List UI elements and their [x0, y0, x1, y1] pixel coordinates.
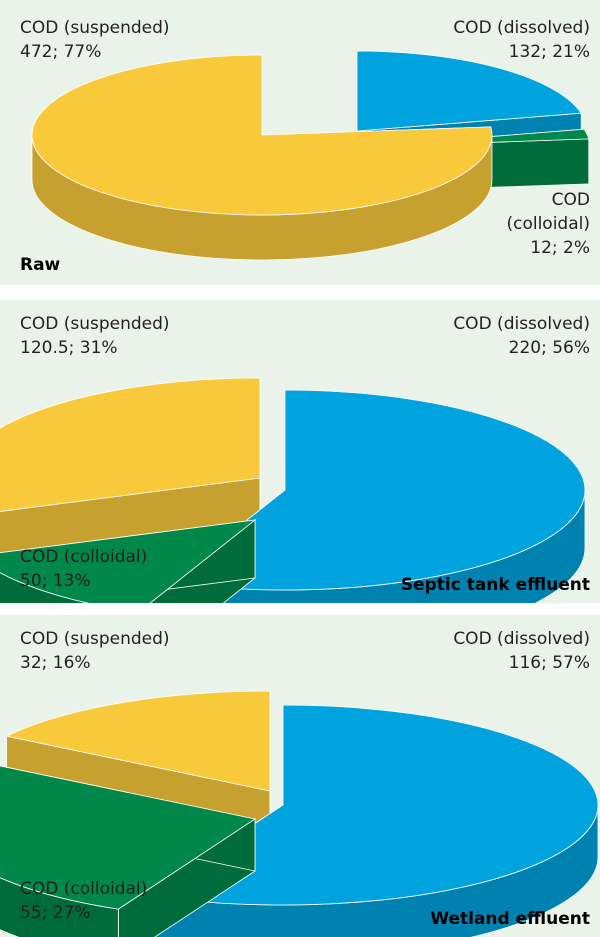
value-label: 132; 21%: [508, 42, 590, 62]
slice: [5, 690, 271, 792]
category-label: COD (dissolved): [453, 18, 590, 38]
slice-label: COD (dissolved) 132; 21%: [453, 16, 590, 64]
chart-panel: COD (suspended) 120.5; 31% COD (dissolved)…: [0, 300, 600, 603]
slice-label: COD (colloidal) 50; 13%: [20, 545, 147, 593]
value-label: 32; 16%: [20, 653, 91, 673]
category-label: COD (colloidal): [20, 879, 148, 899]
value-label: 116; 57%: [508, 653, 590, 673]
slice: [0, 377, 261, 512]
slice-label: COD (dissolved) 116; 57%: [453, 627, 590, 675]
slice: [145, 704, 599, 906]
chart-title: Raw: [20, 255, 61, 275]
value-label: 120.5; 31%: [20, 338, 118, 358]
category-label: COD (colloidal): [20, 547, 148, 567]
pie-chart: [0, 377, 586, 603]
category-label: COD (dissolved): [453, 629, 590, 649]
pie-chart: [31, 50, 590, 261]
slice: [0, 519, 257, 603]
value-label: 472; 77%: [20, 42, 102, 62]
chart-panel: COD (suspended) 32; 16% COD (dissolved) 116…: [0, 615, 600, 937]
slice-label: COD (suspended) 120.5; 31%: [20, 312, 170, 360]
slice: [31, 54, 493, 216]
category-label: COD (suspended): [20, 314, 170, 334]
chart-panel: COD (suspended) 472; 77% COD (dissolved) 13…: [0, 0, 600, 285]
pie-chart: [0, 690, 599, 937]
slice-label: COD (suspended) 472; 77%: [20, 16, 170, 64]
slice: [356, 50, 582, 132]
slice-label: COD (suspended) 32; 16%: [20, 627, 170, 675]
slice-label: COD (dissolved) 220; 56%: [453, 312, 590, 360]
chart-title: Wetland effluent: [430, 909, 590, 929]
slice-label: COD (colloidal) 12; 2%: [500, 188, 590, 260]
category-label: COD (dissolved): [453, 314, 590, 334]
slice-label: COD (colloidal) 55; 27%: [20, 877, 147, 925]
slice: [167, 389, 586, 591]
value-label: 220; 56%: [508, 338, 590, 358]
category-label: COD (suspended): [20, 18, 170, 38]
chart-title: Septic tank effluent: [400, 575, 590, 595]
value-label: 50; 13%: [20, 571, 91, 591]
value-label: 55; 27%: [20, 903, 91, 923]
slice: [0, 765, 257, 910]
category-label: COD (suspended): [20, 629, 170, 649]
value-label: 12; 2%: [530, 238, 590, 258]
category-label: COD (colloidal): [506, 190, 590, 234]
